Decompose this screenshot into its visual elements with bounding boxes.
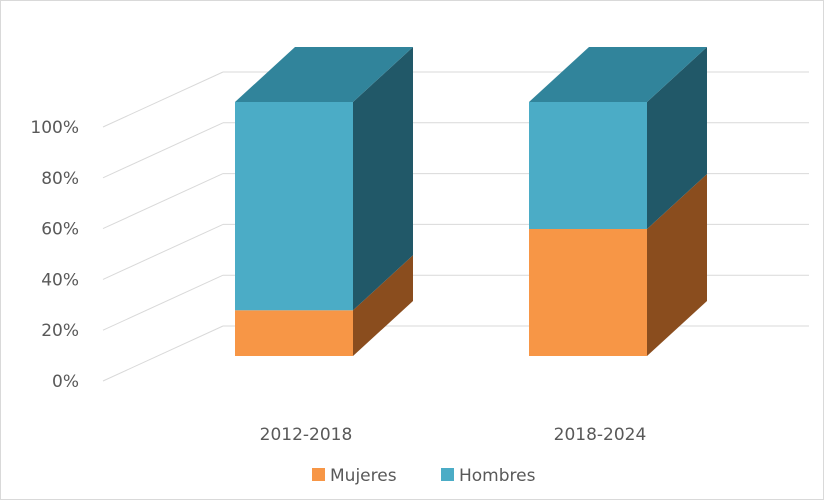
bar-top-face <box>235 47 413 102</box>
y-tick-label: 20% <box>41 321 79 341</box>
legend-label-hombres: Hombres <box>459 466 536 486</box>
y-tick-label: 100% <box>30 118 79 138</box>
legend-label-mujeres: Mujeres <box>330 466 397 486</box>
bar-mujeres-front <box>235 310 353 356</box>
y-tick-label: 40% <box>41 270 79 290</box>
bar-hombres-side <box>647 47 707 229</box>
bar-top-face <box>529 47 707 102</box>
gridline-diagonal <box>102 325 224 382</box>
bar-hombres-front <box>529 102 647 229</box>
y-tick-label: 80% <box>41 169 79 189</box>
y-tick-label: 60% <box>41 220 79 240</box>
y-axis: 0% 20% 40% 60% 80% 100% <box>30 118 79 392</box>
bars <box>235 47 707 356</box>
legend-swatch-mujeres <box>312 468 325 481</box>
y-tick-label: 0% <box>52 372 79 392</box>
bar-mujeres-side <box>647 174 707 356</box>
x-category-label: 2018-2024 <box>554 425 647 445</box>
legend-swatch-hombres <box>441 468 454 481</box>
gridline-diagonal <box>102 173 224 230</box>
x-axis: 2012-2018 2018-2024 <box>260 425 647 445</box>
legend: Mujeres Hombres <box>312 466 536 486</box>
x-category-label: 2012-2018 <box>260 425 353 445</box>
bar-mujeres-front <box>529 229 647 356</box>
gridline-diagonal <box>102 274 224 331</box>
bar-mujeres-side <box>353 255 413 356</box>
bar-hombres-front <box>235 102 353 311</box>
gridline-diagonal <box>102 223 224 280</box>
gridline-diagonal <box>102 122 224 179</box>
gridline-diagonal <box>102 71 224 128</box>
bar-hombres-side <box>353 47 413 311</box>
